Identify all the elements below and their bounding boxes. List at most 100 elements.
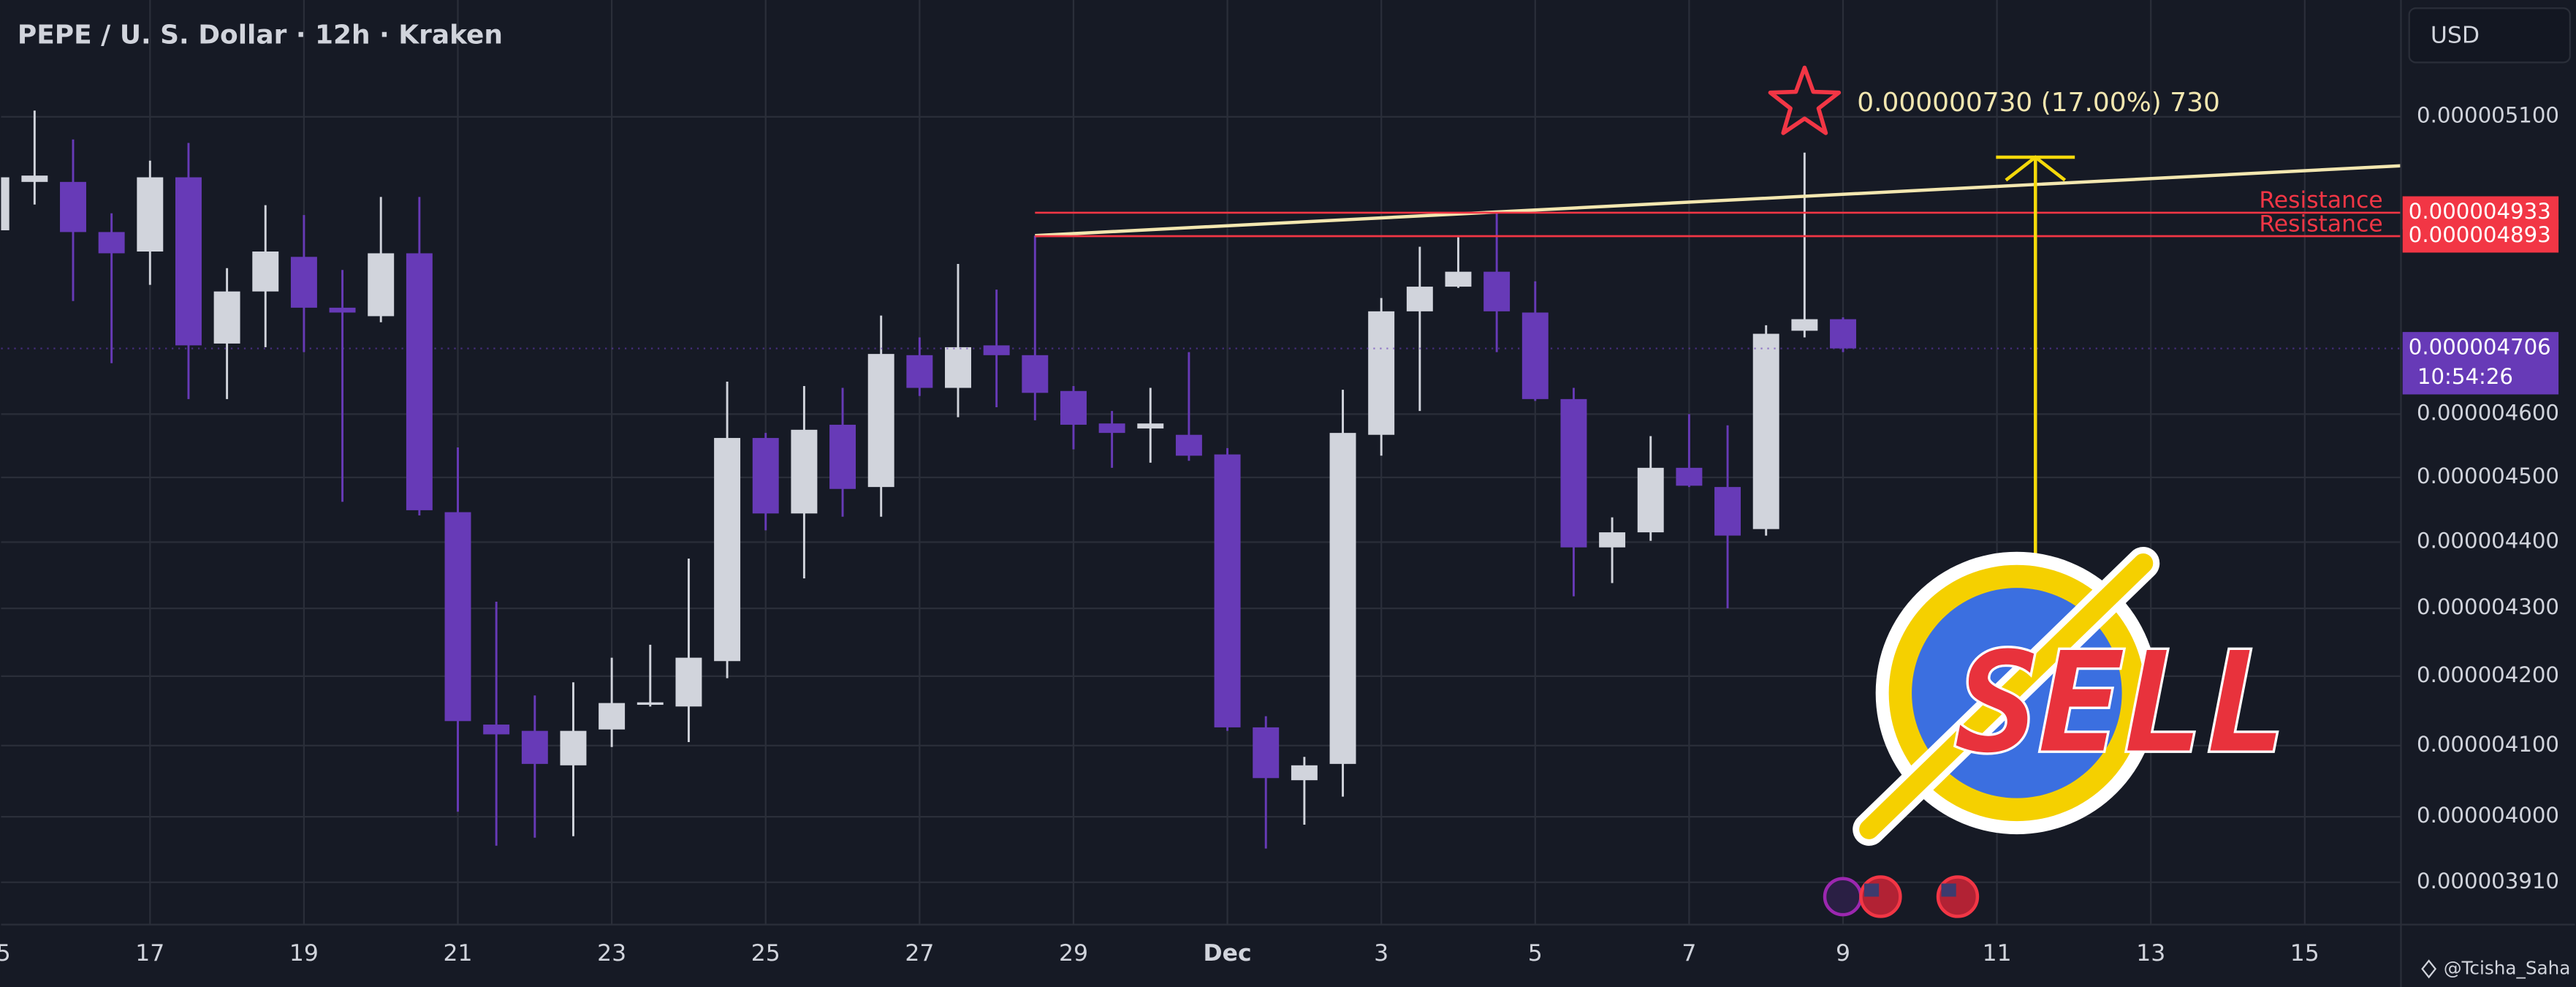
candle-body <box>637 702 664 706</box>
candle-body <box>1137 423 1164 429</box>
y-tick-label: 0.000005100 <box>2417 103 2559 128</box>
sell-sticker: SELL <box>1853 547 2290 846</box>
candle-body <box>1483 271 1511 311</box>
chart-title: PEPE / U. S. Dollar · 12h · Kraken <box>18 20 503 50</box>
y-tick-label: 0.000003910 <box>2417 869 2559 893</box>
price-tag-label: 0.000004933 <box>2409 199 2551 224</box>
candle-body <box>1253 727 1280 779</box>
y-tick-label: 0.000004000 <box>2417 803 2559 828</box>
candle-body <box>1445 271 1472 287</box>
x-tick-label: 23 <box>597 940 626 967</box>
candle-body <box>521 730 548 764</box>
candle-body <box>21 175 48 182</box>
x-tick-label: 27 <box>905 940 934 967</box>
last-price-tag <box>2402 332 2559 395</box>
y-tick-label: 0.000004500 <box>2417 464 2559 488</box>
candle-body <box>560 730 587 765</box>
x-tick-label: 3 <box>1374 940 1388 967</box>
price-tag-label: 0.000004893 <box>2409 222 2551 247</box>
candle-body <box>867 354 894 488</box>
x-tick-label: 7 <box>1682 940 1696 967</box>
watermark-icon <box>2421 959 2437 979</box>
candle-body <box>213 291 240 344</box>
x-tick-label: 21 <box>444 940 473 967</box>
candle-body <box>1830 319 1856 349</box>
flag-canton <box>1863 883 1880 897</box>
currency-button[interactable] <box>2408 7 2571 64</box>
candle-body <box>483 725 510 735</box>
candle-body <box>1714 487 1741 536</box>
candle-body <box>368 253 395 317</box>
candle-body <box>175 177 202 346</box>
y-tick-label: 0.000004600 <box>2417 400 2559 425</box>
sticker-text: SELL <box>1956 624 2287 784</box>
last-price-label: 0.000004706 <box>2409 335 2551 360</box>
candle-body <box>1329 433 1356 764</box>
candle-body <box>791 429 818 514</box>
star-note-text: 0.000000730 (17.00%) 730 <box>1857 88 2220 118</box>
candle-body <box>1752 333 1779 529</box>
candle-body <box>714 438 741 662</box>
x-tick-label: 25 <box>751 940 780 967</box>
candle-body <box>1175 434 1202 456</box>
y-tick-label: 0.000004100 <box>2417 732 2559 757</box>
y-tick-label: 0.000004400 <box>2417 529 2559 553</box>
candle-body <box>1406 287 1433 311</box>
candle-body <box>1060 390 1087 425</box>
candle-body <box>1214 454 1241 727</box>
candle-body <box>1098 423 1125 434</box>
x-tick-label: 29 <box>1059 940 1088 967</box>
candle-body <box>1 177 10 230</box>
x-tick-label: 17 <box>135 940 164 967</box>
trend-line <box>1035 164 2401 238</box>
candle-body <box>290 257 317 308</box>
candle-body <box>1599 532 1626 548</box>
x-tick-label: 15 <box>2290 940 2319 967</box>
candle-body <box>829 424 856 489</box>
x-tick-label: 5 <box>1528 940 1543 967</box>
candle-body <box>752 438 779 514</box>
x-tick-label: 13 <box>2136 940 2165 967</box>
candle-body <box>60 181 86 232</box>
candle-body <box>137 177 164 252</box>
flag-canton <box>1941 883 1956 897</box>
star-marker <box>1768 65 1842 135</box>
candle-body <box>329 307 356 313</box>
candle-body <box>906 355 933 388</box>
event-icon[interactable] <box>1823 877 1863 917</box>
resistance-label: Resistance <box>2259 187 2382 213</box>
candle-body <box>1368 311 1395 435</box>
arrow-head <box>1996 155 2075 182</box>
candle-body <box>252 252 279 292</box>
candle-body <box>406 253 433 510</box>
candle-body <box>444 512 471 722</box>
candle-body <box>983 345 1010 355</box>
countdown-label: 10:54:26 <box>2417 364 2513 389</box>
x-tick-label: 15 <box>0 940 11 967</box>
candle-body <box>98 232 125 254</box>
candle-body <box>599 703 626 730</box>
candle-body <box>945 347 971 388</box>
candle-body <box>1676 467 1703 486</box>
event-icons <box>1823 875 1980 918</box>
resistance-label: Resistance <box>2259 211 2382 237</box>
candle-body <box>1637 467 1664 533</box>
currency-label[interactable]: USD <box>2431 22 2480 48</box>
candle-body <box>1022 355 1049 393</box>
x-tick-label: 19 <box>289 940 319 967</box>
y-tick-label: 0.000004200 <box>2417 662 2559 687</box>
sticker-slash <box>1859 553 2154 839</box>
price-tag <box>2402 219 2559 253</box>
candle-body <box>675 657 702 707</box>
candle-body <box>1521 312 1549 399</box>
plot-area <box>1 65 2401 849</box>
x-tick-label: 9 <box>1836 940 1850 967</box>
candle-body <box>1791 319 1818 331</box>
y-tick-label: 0.000004300 <box>2417 594 2559 619</box>
watermark: @Tcisha_Saha <box>2444 957 2571 978</box>
x-tick-label: 11 <box>1983 940 2012 967</box>
candle-body <box>1560 398 1587 548</box>
